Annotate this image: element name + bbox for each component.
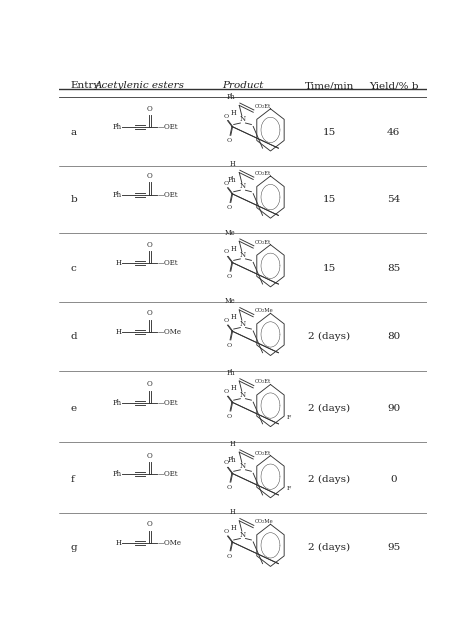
Text: CO₂Et: CO₂Et: [255, 171, 271, 176]
Text: CO₂Et: CO₂Et: [255, 104, 271, 109]
Text: CO₂Me: CO₂Me: [255, 519, 274, 524]
Text: 0: 0: [390, 475, 397, 483]
Text: H: H: [230, 160, 236, 168]
Text: Acetylenic esters: Acetylenic esters: [95, 82, 185, 90]
Text: 2 (days): 2 (days): [308, 403, 350, 413]
Text: 54: 54: [387, 195, 400, 204]
Text: Ph: Ph: [112, 124, 122, 131]
Text: —OEt: —OEt: [158, 259, 179, 268]
Text: 2 (days): 2 (days): [308, 333, 350, 341]
Text: 2 (days): 2 (days): [308, 475, 350, 483]
Text: H: H: [230, 385, 237, 392]
Text: 15: 15: [323, 264, 336, 273]
Text: Ph: Ph: [227, 93, 236, 101]
Text: H: H: [230, 508, 236, 517]
Text: O: O: [223, 250, 228, 255]
Text: H: H: [230, 313, 237, 321]
Text: Time/min: Time/min: [305, 82, 354, 90]
Text: Entry: Entry: [70, 82, 100, 90]
Text: —OEt: —OEt: [158, 470, 179, 478]
Text: 46: 46: [387, 128, 400, 137]
Text: 2 (days): 2 (days): [308, 543, 350, 552]
Text: N: N: [240, 320, 246, 327]
Text: f: f: [70, 475, 74, 483]
Text: F: F: [286, 486, 291, 491]
Text: CO₂Me: CO₂Me: [255, 308, 274, 313]
Text: N: N: [240, 251, 246, 259]
Text: H: H: [230, 440, 236, 448]
Text: H: H: [116, 259, 122, 268]
Text: O: O: [227, 274, 232, 279]
Text: O: O: [227, 414, 232, 419]
Text: O: O: [147, 380, 153, 389]
Text: 95: 95: [387, 543, 400, 552]
Text: O: O: [147, 172, 153, 180]
Text: O: O: [147, 104, 153, 113]
Text: N: N: [240, 390, 246, 399]
Text: —OEt: —OEt: [158, 124, 179, 131]
Text: —OMe: —OMe: [158, 539, 182, 547]
Text: e: e: [70, 403, 76, 413]
Text: 90: 90: [387, 403, 400, 413]
Text: Me: Me: [225, 297, 236, 306]
Text: N: N: [240, 115, 246, 123]
Text: CO₂Et: CO₂Et: [255, 450, 271, 455]
Text: Ph: Ph: [112, 470, 122, 478]
Text: N: N: [240, 462, 246, 470]
Text: 80: 80: [387, 333, 400, 341]
Text: c: c: [70, 264, 76, 273]
Text: O: O: [147, 520, 153, 528]
Text: Yield/% b: Yield/% b: [369, 82, 418, 90]
Text: CO₂Et: CO₂Et: [255, 380, 271, 385]
Text: H: H: [230, 245, 237, 253]
Text: O: O: [223, 529, 228, 534]
Text: O: O: [147, 452, 153, 459]
Text: —OEt: —OEt: [158, 399, 179, 407]
Text: O: O: [227, 343, 232, 348]
Text: H: H: [230, 109, 237, 117]
Text: —OEt: —OEt: [158, 190, 179, 199]
Text: H: H: [116, 539, 122, 547]
Text: H: H: [116, 328, 122, 336]
Text: O: O: [147, 241, 153, 248]
Text: Ph: Ph: [112, 399, 122, 407]
Text: b: b: [70, 195, 77, 204]
Text: O: O: [223, 389, 228, 394]
Text: CO₂Et: CO₂Et: [255, 240, 271, 245]
Text: g: g: [70, 543, 77, 552]
Text: 15: 15: [323, 195, 336, 204]
Text: O: O: [227, 138, 232, 143]
Text: O: O: [227, 485, 232, 490]
Text: O: O: [223, 181, 228, 186]
Text: O: O: [147, 310, 153, 317]
Text: N: N: [240, 182, 246, 190]
Text: 85: 85: [387, 264, 400, 273]
Text: 15: 15: [323, 128, 336, 137]
Text: O: O: [227, 554, 232, 559]
Text: F: F: [286, 415, 291, 420]
Text: a: a: [70, 128, 76, 137]
Text: Ph: Ph: [227, 369, 236, 376]
Text: O: O: [227, 206, 232, 210]
Text: O: O: [223, 318, 228, 323]
Text: d: d: [70, 333, 77, 341]
Text: Ph: Ph: [112, 190, 122, 199]
Text: Ph: Ph: [228, 176, 237, 184]
Text: N: N: [240, 531, 246, 538]
Text: H: H: [230, 524, 237, 533]
Text: —OMe: —OMe: [158, 328, 182, 336]
Text: O: O: [223, 461, 228, 466]
Text: Ph: Ph: [228, 455, 237, 464]
Text: O: O: [223, 113, 228, 118]
Text: Me: Me: [225, 229, 236, 237]
Text: Product: Product: [222, 82, 264, 90]
